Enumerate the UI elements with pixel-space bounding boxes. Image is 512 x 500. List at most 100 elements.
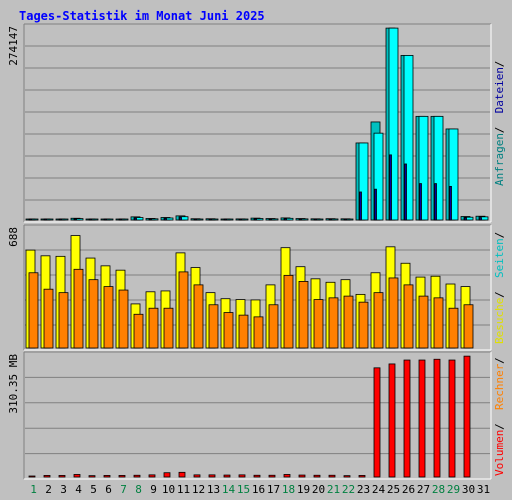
bar-rechner-day-22 — [343, 295, 354, 349]
bar-dateien-day-24 — [374, 188, 377, 221]
bar-seiten-day-9 — [148, 218, 159, 221]
bar-volumen-day-29 — [448, 359, 456, 478]
bar-seiten-day-23 — [358, 142, 369, 221]
bar-seiten-day-28 — [433, 115, 444, 221]
bar-rechner-day-25 — [388, 277, 399, 349]
bar-dateien-day-16 — [254, 218, 257, 221]
bar-seiten-day-20 — [313, 218, 324, 221]
x-tick-label-day-5: 5 — [90, 483, 97, 496]
x-tick-label-day-2: 2 — [45, 483, 52, 496]
x-tick-label-day-8: 8 — [135, 483, 142, 496]
bar-dateien-day-3 — [59, 218, 62, 221]
bar-seiten-day-7 — [118, 218, 129, 221]
bar-seiten-day-19 — [298, 218, 309, 221]
bar-seiten-day-24 — [373, 132, 384, 221]
bar-volumen-day-16 — [253, 474, 261, 478]
bar-seiten-day-10 — [163, 217, 174, 221]
legend-volumen: Volumen — [493, 430, 506, 476]
bar-volumen-day-21 — [328, 474, 336, 478]
x-tick-label-day-7: 7 — [120, 483, 127, 496]
bar-dateien-day-14 — [224, 218, 227, 221]
bar-seiten-day-22 — [343, 218, 354, 221]
x-tick-label-day-20: 20 — [312, 483, 325, 496]
bar-volumen-day-15 — [238, 474, 246, 478]
bar-seiten-day-27 — [418, 115, 429, 221]
bar-seiten-day-14 — [223, 218, 234, 221]
bar-rechner-day-17 — [268, 304, 279, 349]
bar-rechner-day-20 — [313, 299, 324, 349]
x-tick-label-day-14: 14 — [222, 483, 236, 496]
x-tick-label-day-6: 6 — [105, 483, 112, 496]
legend-seiten: Seiten — [493, 238, 506, 278]
bar-rechner-day-15 — [238, 314, 249, 349]
bar-rechner-day-26 — [403, 284, 414, 349]
bar-volumen-day-18 — [283, 474, 291, 478]
bar-volumen-day-3 — [58, 475, 66, 478]
bar-seiten-day-1 — [28, 218, 39, 221]
x-tick-label-day-17: 17 — [267, 483, 280, 496]
bar-seiten-day-15 — [238, 218, 249, 221]
bar-dateien-day-31 — [479, 217, 482, 221]
bar-volumen-day-5 — [88, 475, 96, 478]
bar-seiten-day-18 — [283, 217, 294, 221]
bar-dateien-day-22 — [344, 218, 347, 221]
bar-rechner-day-29 — [448, 307, 459, 349]
bar-dateien-day-25 — [389, 154, 392, 221]
legend-separator: / — [493, 423, 506, 430]
x-tick-label-day-25: 25 — [387, 483, 400, 496]
bar-volumen-day-12 — [193, 474, 201, 478]
x-tick-label-day-3: 3 — [60, 483, 67, 496]
bar-volumen-day-10 — [163, 472, 171, 478]
bar-dateien-day-21 — [329, 218, 332, 221]
bar-dateien-day-23 — [359, 191, 362, 221]
bar-rechner-day-5 — [88, 279, 99, 349]
bar-volumen-day-23 — [358, 475, 366, 478]
bar-rechner-day-27 — [418, 295, 429, 349]
bar-dateien-day-15 — [239, 218, 242, 221]
x-tick-label-day-29: 29 — [447, 483, 460, 496]
x-tick-label-day-11: 11 — [177, 483, 190, 496]
bar-rechner-day-3 — [58, 292, 69, 349]
bar-dateien-day-30 — [464, 217, 467, 221]
bar-dateien-day-11 — [179, 217, 182, 221]
legend-separator: / — [493, 357, 506, 364]
x-tick-label-day-23: 23 — [357, 483, 370, 496]
bar-rechner-day-7 — [118, 289, 129, 349]
bar-rechner-day-6 — [103, 286, 114, 349]
bar-rechner-day-12 — [193, 284, 204, 349]
bar-seiten-day-2 — [43, 218, 54, 221]
bar-dateien-day-27 — [419, 183, 422, 221]
bar-volumen-day-11 — [178, 471, 186, 478]
bar-dateien-day-12 — [194, 218, 197, 221]
bar-dateien-day-9 — [149, 218, 152, 221]
x-tick-label-day-16: 16 — [252, 483, 265, 496]
bar-volumen-day-24 — [373, 367, 381, 478]
bar-dateien-day-19 — [299, 218, 302, 221]
bar-seiten-day-21 — [328, 218, 339, 221]
bar-seiten-day-16 — [253, 218, 264, 221]
bar-volumen-day-13 — [208, 474, 216, 478]
chart-title: Tages-Statistik im Monat Juni 2025 — [19, 9, 265, 23]
bar-rechner-day-8 — [133, 313, 144, 349]
bar-dateien-day-18 — [284, 218, 287, 221]
x-tick-label-day-15: 15 — [237, 483, 250, 496]
x-tick-label-day-13: 13 — [207, 483, 220, 496]
axis-max-label-volume: 310.35 MB — [7, 354, 20, 414]
bar-rechner-day-2 — [43, 288, 54, 349]
legend-anfragen: Anfragen — [493, 133, 506, 186]
legend-separator: / — [493, 61, 506, 68]
legend-upper: Anfragen / Dateien / — [493, 61, 506, 186]
bar-seiten-day-30 — [463, 216, 474, 221]
bar-volumen-day-30 — [463, 355, 471, 478]
bar-dateien-day-2 — [44, 218, 47, 221]
bar-rechner-day-16 — [253, 316, 264, 349]
bar-rechner-day-14 — [223, 312, 234, 349]
bar-rechner-day-13 — [208, 304, 219, 349]
bar-volumen-day-9 — [148, 474, 156, 478]
bar-volumen-day-4 — [73, 474, 81, 478]
bar-seiten-day-5 — [88, 218, 99, 221]
bar-dateien-day-17 — [269, 218, 272, 221]
legend-separator: / — [493, 232, 506, 239]
bar-dateien-day-26 — [404, 163, 407, 221]
